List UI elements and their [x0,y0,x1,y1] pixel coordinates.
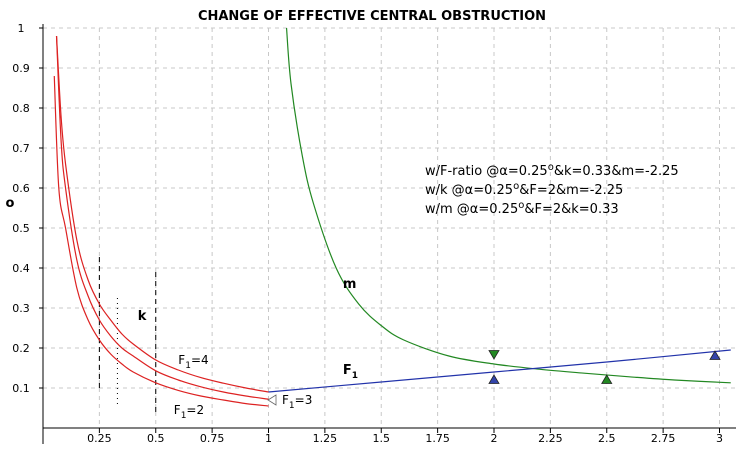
legend-note: w/m @α=0.25o&F=2&k=0.33 [425,200,619,217]
series-red-outer [55,35,269,393]
marker-triangle [601,374,613,384]
grid-lines [43,27,736,428]
x-tick-label: 1.5 [373,432,391,445]
curve-label: m [343,277,357,292]
legend-note: w/k @α=0.25o&F=2&m=-2.25 [425,181,623,198]
x-tick-label: 1.25 [313,432,338,445]
series-m [285,27,731,384]
x-tick-label: 2.5 [598,432,616,445]
x-tick-label: 0.25 [87,432,112,445]
marker-triangle [709,350,721,360]
y-tick-label: 0.3 [12,302,30,315]
x-tick-label: 1 [265,432,272,445]
curve-label: F1=2 [174,403,204,421]
chart-title: CHANGE OF EFFECTIVE CENTRAL OBSTRUCTION [198,9,546,24]
axes [39,24,736,444]
y-tick-label: 0.8 [12,102,30,115]
x-tick-label: 0.75 [200,432,225,445]
y-tick-label: 0.7 [12,142,30,155]
marker-triangle [267,394,277,406]
series-F1 [268,349,731,393]
x-tick-label: 2.25 [538,432,563,445]
y-axis-label: o [6,196,15,211]
markers [267,350,721,406]
marker-triangle [488,350,500,360]
reference-lines [98,256,157,412]
x-tick-label: 3 [716,432,723,445]
series-lines [53,27,731,407]
y-tick-label: 0.4 [12,262,30,275]
curve-label: F1=4 [178,353,208,371]
legend-notes: w/F-ratio @α=0.25o&k=0.33&m=-2.25 w/k @α=… [425,162,679,217]
y-tick-label: 0.9 [12,62,30,75]
tick-labels: 0.1 0.2 0.3 0.4 0.5 0.6 0.7 0.8 0.9 1 0.25 0.5 0.75 1… [12,22,723,445]
x-tick-label: 1.75 [425,432,450,445]
x-tick-label: 2.75 [651,432,676,445]
x-tick-label: 0.5 [147,432,165,445]
curve-labels: k m F1 F1=4 F1=2 F1=3 [138,277,358,421]
x-tick-label: 2 [491,432,498,445]
y-tick-label: 0.1 [12,382,30,395]
y-tick-label: 0.5 [12,222,30,235]
y-tick-label: 0.2 [12,342,30,355]
curve-label: F1=3 [282,393,312,411]
curve-label: F1 [343,363,358,381]
marker-triangle [488,374,500,384]
series-red-mid [55,35,269,400]
y-tick-label: 0.6 [12,182,30,195]
curve-label: k [138,309,147,324]
series-red-inner [53,75,269,407]
y-tick-label: 1 [18,22,25,35]
legend-note: w/F-ratio @α=0.25o&k=0.33&m=-2.25 [425,162,679,179]
